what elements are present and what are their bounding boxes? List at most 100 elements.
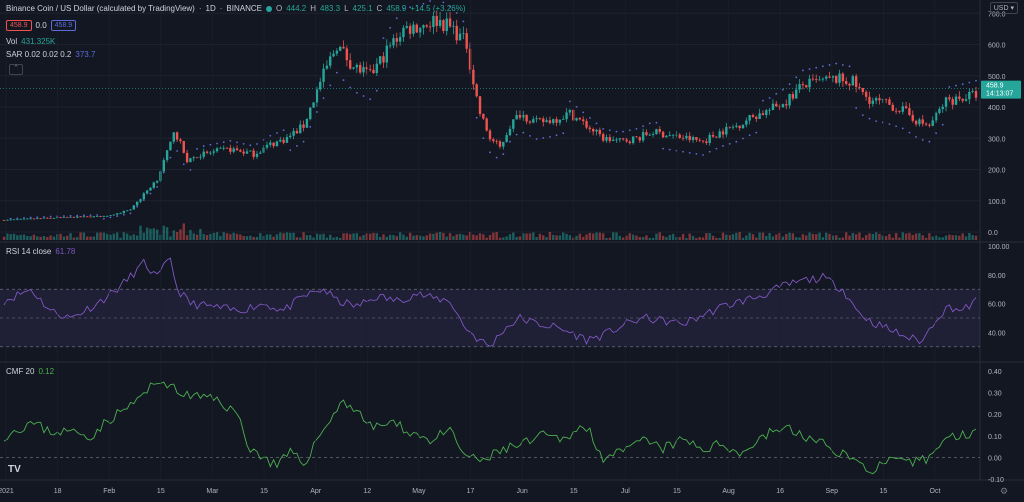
cmf-legend[interactable]: CMF 20 0.12 — [6, 367, 54, 376]
sar-dot — [562, 132, 565, 135]
candle-body — [442, 20, 445, 31]
sar-dot — [449, 5, 451, 8]
sar-dot — [36, 216, 39, 219]
gear-icon[interactable]: ⚙ — [1000, 487, 1008, 497]
time-tick-label: 17 — [467, 488, 475, 495]
candle-body — [222, 147, 225, 149]
candle-body — [422, 25, 425, 28]
volume-bar — [798, 237, 801, 240]
volume-bar — [395, 236, 398, 240]
sar-dot — [622, 130, 625, 133]
symbol-title[interactable]: Binance Coin / US Dollar (calculated by … — [6, 4, 195, 13]
volume-bar — [405, 236, 408, 240]
candle-body — [648, 134, 651, 136]
sar-dot — [142, 199, 145, 202]
sar-dot — [89, 214, 92, 217]
candle-body — [705, 141, 708, 144]
sar-dot — [302, 140, 305, 143]
volume-bar — [139, 225, 142, 240]
volume-bar — [864, 235, 868, 240]
sar-dot — [775, 92, 778, 95]
candle-body — [585, 121, 588, 128]
volume-bar — [904, 233, 908, 240]
interval-label[interactable]: 1D — [205, 4, 216, 13]
sar-dot — [256, 143, 258, 145]
candle-body — [588, 127, 592, 130]
ohlc-high: 483.3 — [320, 4, 341, 13]
candle-body — [951, 99, 954, 105]
candle-body — [848, 83, 851, 86]
volume-bar — [954, 235, 958, 240]
tradingview-logo[interactable]: TV — [8, 464, 21, 475]
volume-bar — [884, 236, 888, 240]
buy-button[interactable]: 458.9 — [50, 20, 77, 31]
sar-dot — [176, 150, 178, 152]
candle-body — [309, 107, 312, 120]
volume-bar — [402, 234, 405, 240]
candle-body — [285, 137, 289, 143]
volume-bar — [82, 232, 86, 240]
volume-bar — [259, 233, 262, 240]
volume-bar — [172, 230, 175, 240]
currency-selector[interactable]: USD ▾ — [989, 2, 1018, 14]
volume-bar — [46, 237, 49, 240]
sell-button[interactable]: 458.9 — [6, 20, 32, 31]
sar-dot — [329, 84, 332, 87]
volume-bar — [96, 232, 99, 240]
candle-body — [658, 129, 661, 132]
candle-body — [229, 147, 232, 152]
volume-bar — [49, 235, 52, 240]
candle-body — [365, 67, 369, 70]
volume-bar — [595, 232, 598, 240]
candle-body — [908, 108, 911, 116]
rsi-legend[interactable]: RSI 14 close 61.78 — [6, 247, 75, 256]
candle-body — [691, 137, 695, 141]
sar-dot — [908, 131, 911, 134]
volume-bar — [761, 232, 765, 240]
candle-body — [558, 119, 562, 123]
volume-bar — [265, 234, 269, 240]
volume-bar — [625, 235, 628, 240]
candle-body — [279, 139, 282, 142]
sar-dot — [968, 81, 971, 84]
candle-body — [731, 126, 735, 128]
volume-bar — [685, 237, 688, 240]
candle-body — [555, 119, 558, 123]
candle-body — [438, 20, 442, 26]
volume-bar — [412, 235, 415, 240]
volume-bar — [698, 237, 701, 240]
candle-body — [252, 150, 255, 157]
candle-body — [891, 104, 894, 111]
sar-dot — [349, 86, 352, 89]
rsi-tick-label: 40.00 — [988, 330, 1006, 337]
volume-bar — [185, 235, 189, 240]
sar-dot — [43, 215, 45, 218]
volume-bar — [695, 237, 698, 240]
sar-dot — [748, 134, 751, 137]
candle-body — [785, 104, 788, 106]
sar-dot — [276, 132, 278, 134]
candle-body — [109, 215, 112, 217]
volume-bar — [841, 237, 845, 240]
candle-body — [715, 136, 718, 138]
candle-body — [255, 153, 259, 157]
sar-dot — [162, 171, 165, 174]
sar-legend[interactable]: SAR 0.02 0.02 0.2 373.7 — [6, 50, 95, 59]
collapse-legend-button[interactable]: ⌃ — [9, 64, 23, 75]
sar-dot — [229, 140, 232, 142]
sar-dot — [808, 68, 811, 70]
candle-body — [46, 217, 49, 219]
candle-body — [102, 216, 106, 218]
volume-legend[interactable]: Vol 431.325K — [6, 37, 55, 46]
sar-dot — [535, 138, 538, 140]
candle-body — [741, 124, 745, 129]
sar-dot — [975, 79, 977, 82]
sar-dot — [316, 111, 318, 113]
sar-dot — [588, 116, 591, 119]
candle-body — [618, 138, 622, 140]
candle-body — [86, 216, 89, 218]
candle-body — [924, 123, 928, 125]
candle-body — [345, 48, 349, 61]
candle-body — [232, 148, 235, 152]
